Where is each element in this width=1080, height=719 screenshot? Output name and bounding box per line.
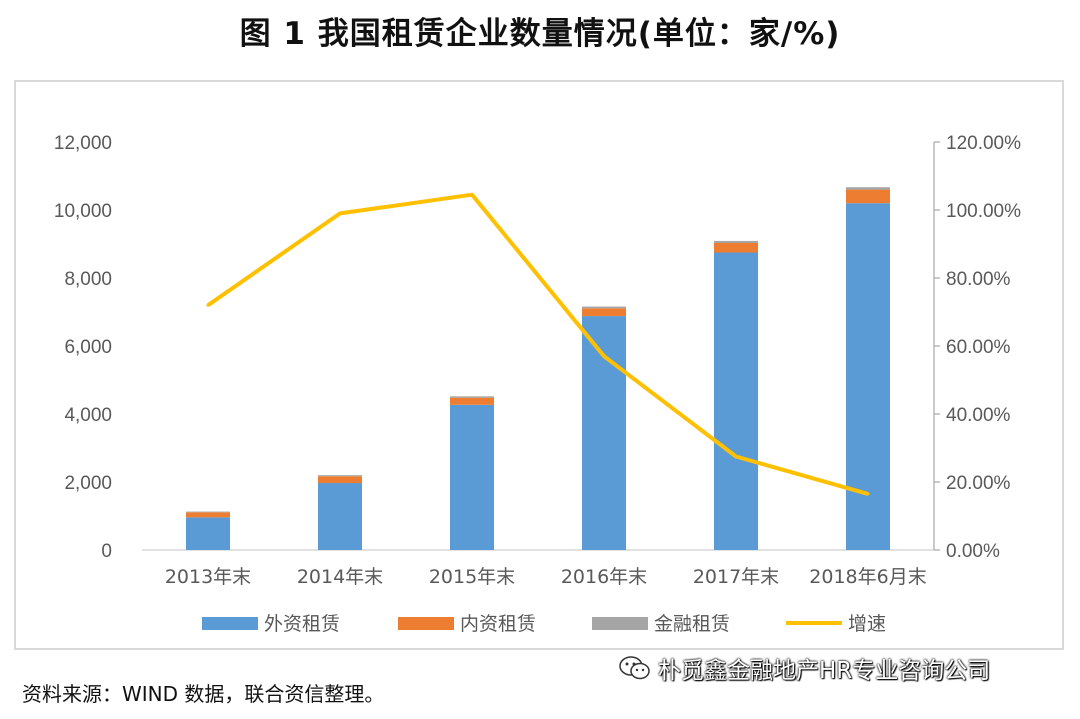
y-right-tick-label: 80.00% bbox=[946, 269, 1011, 290]
wechat-icon bbox=[619, 656, 650, 680]
line-point bbox=[470, 193, 474, 197]
legend-swatch bbox=[398, 617, 454, 630]
x-tick-label: 2018年6月末 bbox=[809, 566, 926, 588]
x-tick-label: 2013年末 bbox=[165, 566, 251, 588]
x-tick-label: 2015年末 bbox=[429, 566, 515, 588]
y-right-tick-label: 100.00% bbox=[946, 201, 1021, 222]
y-left-tick-label: 10,000 bbox=[54, 201, 112, 222]
bar-外资租赁 bbox=[582, 316, 626, 550]
y-left-tick-label: 4,000 bbox=[64, 405, 112, 426]
line-point bbox=[866, 492, 870, 496]
bar-外资租赁 bbox=[450, 404, 494, 550]
x-tick-label: 2016年末 bbox=[561, 566, 647, 588]
line-point bbox=[734, 455, 738, 458]
line-point bbox=[338, 211, 342, 215]
bar-外资租赁 bbox=[846, 203, 890, 550]
bar-内资租赁 bbox=[714, 242, 758, 253]
legend-swatch bbox=[202, 617, 258, 630]
y-left-tick-label: 8,000 bbox=[64, 269, 112, 290]
bar-内资租赁 bbox=[582, 308, 626, 317]
line-point bbox=[602, 354, 606, 358]
watermark-text: 朴觅鑫金融地产HR专业咨询公司 bbox=[658, 658, 991, 684]
bar-金融租赁 bbox=[582, 306, 626, 309]
bar-金融租赁 bbox=[450, 396, 494, 398]
line-point bbox=[206, 303, 210, 307]
bar-金融租赁 bbox=[714, 240, 758, 243]
source-note: 资料来源：WIND 数据，联合资信整理。 bbox=[22, 682, 385, 706]
chart-frame: 0 2,000 4,000 6,000 8,000 10,000 12,000 0.00% 20… bbox=[14, 80, 1064, 650]
line-series-增速 bbox=[206, 192, 869, 496]
bar-内资租赁 bbox=[450, 397, 494, 405]
bar-内资租赁 bbox=[186, 512, 230, 518]
legend-swatch bbox=[592, 617, 648, 630]
y-right-tick-label: 120.00% bbox=[946, 133, 1021, 154]
legend-label: 外资租赁 bbox=[264, 613, 340, 635]
watermark: 朴觅鑫金融地产HR专业咨询公司 bbox=[618, 650, 990, 686]
legend-label: 金融租赁 bbox=[654, 613, 730, 635]
bar-金融租赁 bbox=[846, 187, 890, 190]
x-tick-label: 2017年末 bbox=[693, 566, 779, 588]
y-right-tick-label: 0.00% bbox=[946, 541, 1000, 562]
bar-外资租赁 bbox=[714, 252, 758, 550]
y-right-tick-label: 60.00% bbox=[946, 337, 1011, 358]
bar-内资租赁 bbox=[846, 189, 890, 204]
chart: 0 2,000 4,000 6,000 8,000 10,000 12,000 0.00% 20… bbox=[54, 133, 1021, 635]
legend-label: 增速 bbox=[848, 613, 886, 635]
x-tick-label: 2014年末 bbox=[297, 566, 383, 588]
bar-金融租赁 bbox=[318, 475, 362, 477]
bar-外资租赁 bbox=[186, 517, 230, 550]
y-left-tick-label: 6,000 bbox=[64, 337, 112, 358]
bar-内资租赁 bbox=[318, 476, 362, 484]
y-left-tick-label: 12,000 bbox=[54, 133, 112, 154]
figure-title: 图 1 我国租赁企业数量情况(单位：家/%) bbox=[239, 16, 841, 52]
bar-外资租赁 bbox=[318, 483, 362, 550]
y-right-tick-label: 20.00% bbox=[946, 473, 1011, 494]
y-left-tick-label: 2,000 bbox=[64, 473, 112, 494]
y-right-tick-label: 40.00% bbox=[946, 405, 1011, 426]
y-left-tick-label: 0 bbox=[101, 541, 112, 562]
bar-金融租赁 bbox=[186, 511, 230, 513]
legend-label: 内资租赁 bbox=[460, 613, 536, 635]
